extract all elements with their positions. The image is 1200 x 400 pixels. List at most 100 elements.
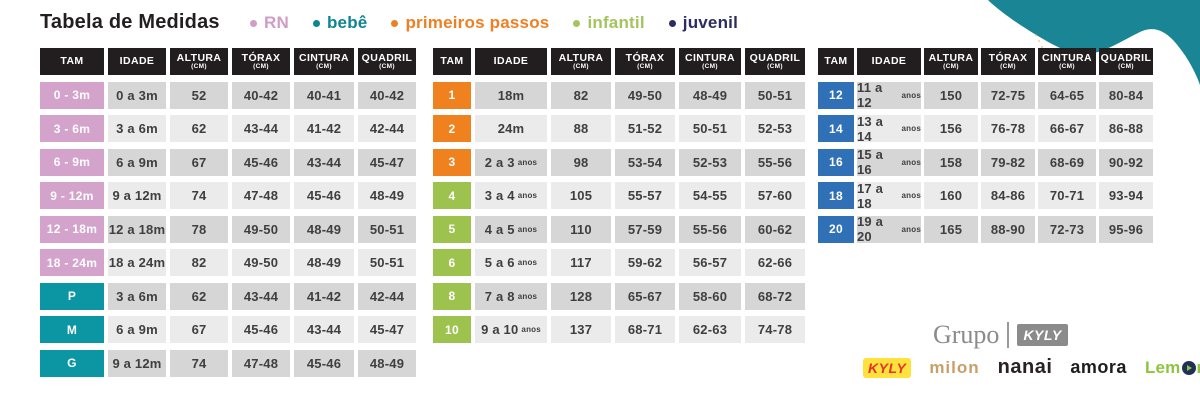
idade-value: 3 a 6m [116,288,158,304]
tam-cell: G [40,349,104,377]
tam-cell: 1 [433,81,471,109]
column-header-unit: (CM) [191,63,207,70]
altura-cell: 117 [551,249,611,276]
legend-label: RN [264,13,289,32]
idade-suffix: anos [517,224,538,234]
column-header-label: QUADRIL [361,51,413,64]
idade-value: 4 a 5 [484,221,515,237]
column-header-unit: (CM) [1118,63,1134,70]
tam-cell: 10 [433,316,471,343]
legend-item-juvenil: juvenil [668,13,738,33]
quadril-cell: 50-51 [745,81,805,109]
idade-cell: 2 a 3 anos [475,148,547,176]
idade-suffix: anos [901,191,921,200]
torax-cell: 40-42 [232,81,290,109]
tam-cell: 8 [433,282,471,310]
quadril-cell: 93-94 [1099,182,1153,209]
column-header-label: IDADE [871,55,907,68]
cintura-cell: 54-55 [679,182,741,209]
column-header-unit: (CM) [316,63,332,70]
brand-logo-nanai: nanai [997,356,1053,378]
column-header-cintura: CINTURA (CM) [679,48,741,75]
torax-cell: 57-59 [615,215,675,243]
torax-cell: 49-50 [232,215,290,243]
brand-logo-lemon: Lemn [1145,358,1200,378]
idade-cell: 11 a 12 anos [857,80,921,110]
sparkle-dot [1038,40,1040,42]
idade-value: 6 a 9m [116,322,158,337]
column-header-altura: ALTURA (CM) [551,48,611,75]
column-header-label: CINTURA [684,51,736,64]
quadril-cell: 50-51 [358,215,416,243]
altura-cell: 150 [924,81,978,109]
legend-item-primeiros-passos: primeiros passos [391,13,549,33]
cintura-cell: 48-49 [679,81,741,109]
torax-cell: 76-78 [981,115,1035,142]
torax-cell: 49-50 [232,249,290,276]
idade-cell: 6 a 9m [108,148,166,176]
idade-cell: 18m [475,81,547,109]
cintura-cell: 66-67 [1038,115,1096,142]
quadril-cell: 48-49 [358,349,416,377]
column-header-unit: (CM) [767,63,783,70]
column-header-quadril: QUADRIL (CM) [745,48,805,75]
column-header-label: CINTURA [298,51,350,64]
idade-cell: 18 a 24m [108,249,166,276]
idade-value: 3 a 6m [116,121,158,136]
quadril-cell: 42-44 [358,282,416,310]
column-header-unit: (CM) [253,63,269,70]
column-header-tórax: TÓRAX (CM) [981,48,1035,75]
idade-suffix: anos [521,325,541,334]
cintura-cell: 43-44 [294,316,354,343]
brand-logo-amora: amora [1070,357,1127,377]
column-header-label: CINTURA [1041,51,1093,64]
idade-value: 5 a 6 [484,255,515,270]
idade-suffix: anos [517,291,538,301]
quadril-cell: 68-72 [745,282,805,310]
altura-cell: 52 [170,81,228,109]
column-header-label: IDADE [493,55,529,68]
torax-cell: 51-52 [615,115,675,142]
idade-cell: 17 a 18 anos [857,181,921,211]
size-table-primeiros-passos-infantil: TAM IDADE ALTURA (CM) TÓRAX (CM) CINTURA (CM) QU… [433,48,805,343]
cintura-cell: 50-51 [679,115,741,142]
quadril-cell: 40-42 [358,81,416,109]
brand-lemon-text: n [1197,358,1200,378]
column-header-tórax: TÓRAX (CM) [232,48,290,75]
altura-cell: 110 [551,215,611,243]
cintura-cell: 48-49 [294,249,354,276]
column-header-idade: IDADE [857,48,921,75]
column-header-unit: (CM) [637,63,653,70]
legend-dot-icon [312,19,320,27]
legend-label: bebê [326,13,368,32]
cintura-cell: 62-63 [679,316,741,343]
column-header-label: TÓRAX [988,51,1028,64]
tam-cell: 6 [433,249,471,276]
idade-value: 9 a 10 [481,322,519,337]
altura-cell: 67 [170,148,228,176]
idade-value: 18 a 24m [108,255,166,270]
idade-cell: 0 a 3m [108,81,166,109]
torax-cell: 43-44 [232,115,290,142]
idade-cell: 7 a 8 anos [475,282,547,310]
column-header-unit: (CM) [702,63,718,70]
idade-value: 15 a 16 [857,147,884,177]
legend-dot-icon [573,19,581,27]
idade-value: 2 a 3 [484,154,515,170]
idade-suffix: anos [517,191,538,200]
quadril-cell: 90-92 [1099,148,1153,176]
column-header-quadril: QUADRIL (CM) [358,48,416,75]
altura-cell: 105 [551,182,611,209]
altura-cell: 88 [551,115,611,142]
cintura-cell: 48-49 [294,215,354,243]
tam-cell: 2 [433,115,471,142]
torax-cell: 55-57 [615,182,675,209]
column-header-label: TAM [60,55,84,68]
column-header-idade: IDADE [108,48,166,75]
torax-cell: 47-48 [232,349,290,377]
brand-logo-kyly: KYLY [863,357,912,378]
altura-cell: 98 [551,148,611,176]
idade-suffix: anos [517,157,538,167]
brand-logos: KYLY milon nanai amora Lemn [863,356,1200,379]
tam-cell: 20 [818,215,854,243]
